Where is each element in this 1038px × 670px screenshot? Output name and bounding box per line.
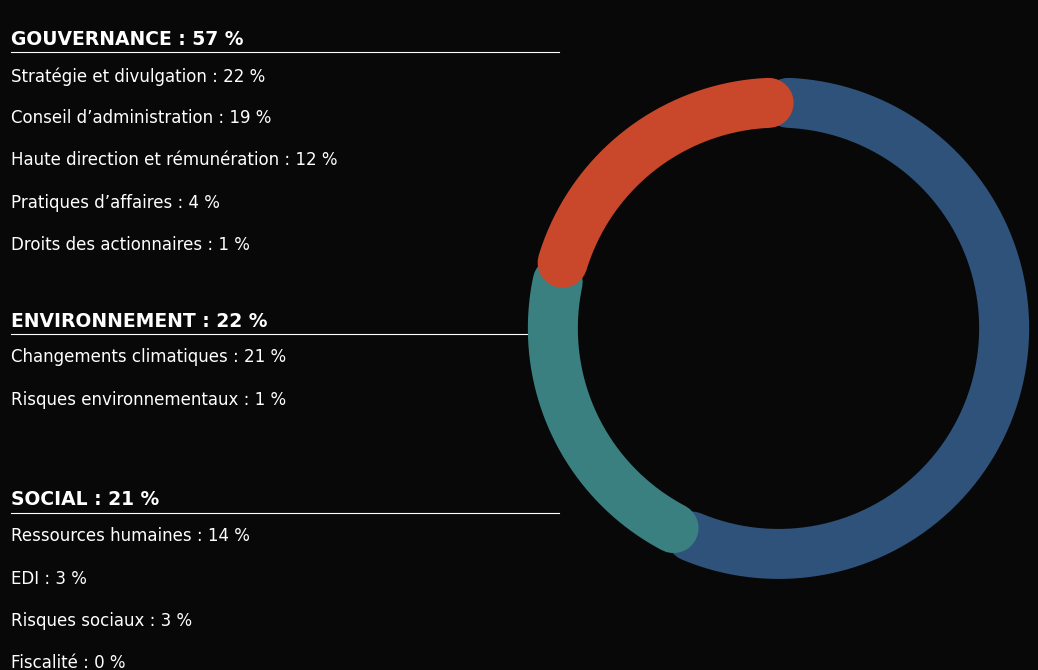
Text: Droits des actionnaires : 1 %: Droits des actionnaires : 1 % <box>11 236 250 254</box>
Text: GOUVERNANCE : 57 %: GOUVERNANCE : 57 % <box>11 30 244 49</box>
Text: Conseil d’administration : 19 %: Conseil d’administration : 19 % <box>11 109 272 127</box>
Text: Changements climatiques : 21 %: Changements climatiques : 21 % <box>11 348 286 366</box>
Text: Pratiques d’affaires : 4 %: Pratiques d’affaires : 4 % <box>11 194 220 212</box>
Text: Risques sociaux : 3 %: Risques sociaux : 3 % <box>11 612 192 630</box>
Text: Risques environnementaux : 1 %: Risques environnementaux : 1 % <box>11 391 286 409</box>
Text: Fiscalité : 0 %: Fiscalité : 0 % <box>11 654 126 670</box>
Text: EDI : 3 %: EDI : 3 % <box>11 570 87 588</box>
Text: Haute direction et rémunération : 12 %: Haute direction et rémunération : 12 % <box>11 151 338 170</box>
Text: SOCIAL : 21 %: SOCIAL : 21 % <box>11 490 160 509</box>
Text: ENVIRONNEMENT : 22 %: ENVIRONNEMENT : 22 % <box>11 312 268 330</box>
Text: Ressources humaines : 14 %: Ressources humaines : 14 % <box>11 527 250 545</box>
Text: Stratégie et divulgation : 22 %: Stratégie et divulgation : 22 % <box>11 67 266 86</box>
